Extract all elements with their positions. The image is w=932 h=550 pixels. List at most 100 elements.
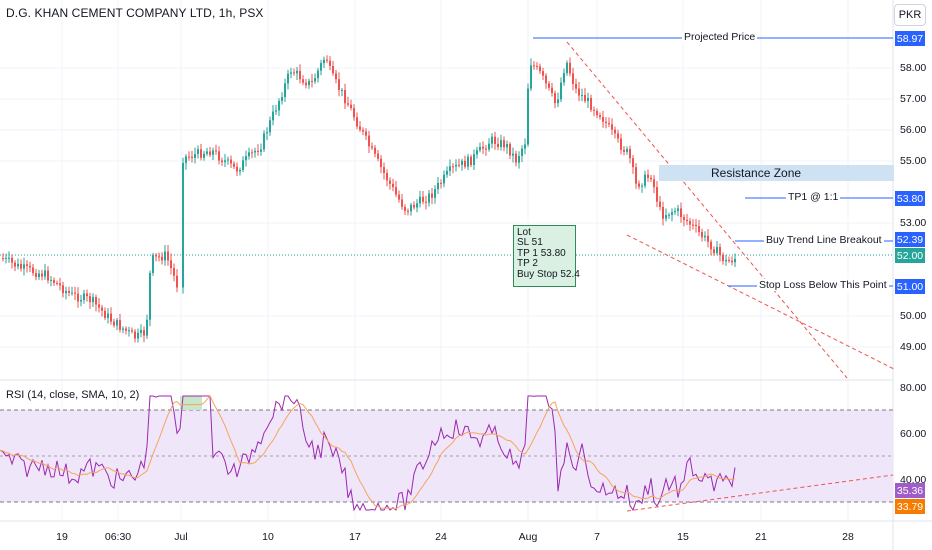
candle-body: [554, 92, 556, 104]
candle-body: [200, 149, 202, 158]
descending-trendline-lower: [626, 234, 897, 371]
projected-price-tag: 58.97: [895, 31, 925, 46]
candle-body: [137, 332, 139, 339]
candle-body: [98, 304, 100, 308]
candle-body: [269, 120, 271, 133]
candle-body: [167, 251, 169, 261]
candle-body: [521, 148, 523, 157]
candle-body: [731, 260, 733, 263]
rsi-axis-label: 60.00: [900, 428, 927, 440]
candle-body: [17, 263, 19, 267]
time-axis-label: 7: [594, 531, 600, 543]
candle-body: [578, 88, 580, 96]
candle-body: [587, 97, 589, 102]
candle-body: [398, 194, 400, 200]
candle-body: [194, 154, 196, 158]
candle-body: [467, 156, 469, 167]
candle-body: [485, 148, 487, 150]
candle-body: [32, 267, 34, 274]
candle-body: [272, 111, 274, 121]
candle-body: [461, 160, 463, 165]
tp1-price-tag: 53.80: [895, 191, 925, 206]
candle-body: [689, 221, 691, 225]
rsi-value-tag: 35.36: [895, 483, 925, 498]
candle-body: [425, 201, 427, 203]
candle-body: [452, 166, 454, 168]
candle-body: [662, 206, 664, 219]
candle-body: [41, 273, 43, 277]
candle-body: [536, 65, 538, 67]
candle-body: [74, 292, 76, 294]
position-info-box: Lot SL 51 TP 1 53.80 TP 2 Buy Stop 52.4: [513, 225, 580, 287]
time-axis-label: 17: [349, 531, 361, 543]
candle-body: [221, 160, 223, 163]
candle-body: [530, 65, 532, 89]
candle-body: [314, 78, 316, 82]
candle-body: [185, 156, 187, 163]
candle-body: [659, 201, 661, 207]
candle-body: [110, 313, 112, 322]
rsi-indicator-title[interactable]: RSI (14, close, SMA, 10, 2): [6, 389, 140, 401]
candle-body: [533, 65, 535, 67]
stop-loss-price-tag: 51.00: [895, 279, 925, 294]
candle-body: [491, 136, 493, 144]
candle-body: [359, 126, 361, 130]
candle-body: [323, 59, 325, 64]
candle-body: [494, 136, 496, 144]
candle-body: [35, 273, 37, 278]
candle-body: [464, 160, 466, 167]
candle-body: [446, 170, 448, 175]
candle-body: [134, 331, 136, 339]
buy-stop-line-text: Buy Stop 52.4: [517, 268, 580, 280]
time-axis-label: 21: [755, 531, 767, 543]
candle-body: [542, 71, 544, 76]
candle-body: [590, 97, 592, 110]
candle-body: [188, 156, 190, 158]
candle-body: [371, 146, 373, 148]
candle-body: [707, 235, 709, 242]
candle-body: [182, 162, 184, 288]
candle-body: [644, 174, 646, 186]
price-axis-label: 58.00: [900, 62, 927, 74]
candle-body: [455, 164, 457, 167]
candle-body: [515, 153, 517, 163]
candle-body: [722, 254, 724, 262]
candle-body: [119, 320, 121, 330]
stop-loss-label: Stop Loss Below This Point: [757, 279, 889, 291]
candle-body: [230, 159, 232, 164]
candle-body: [674, 211, 676, 213]
candle-body: [296, 70, 298, 74]
candle-body: [158, 256, 160, 258]
candle-body: [242, 160, 244, 171]
candle-body: [155, 255, 157, 257]
candle-body: [38, 273, 40, 278]
candle-body: [497, 143, 499, 148]
candle-body: [683, 217, 685, 220]
candle-body: [311, 80, 313, 82]
candle-body: [317, 70, 319, 79]
tp1-label: TP1 @ 1:1: [786, 191, 841, 203]
candle-body: [647, 174, 649, 178]
candle-body: [65, 290, 67, 294]
candle-body: [614, 129, 616, 134]
candle-body: [419, 196, 421, 204]
buy-breakout-label: Buy Trend Line Breakout: [764, 234, 884, 246]
currency-button[interactable]: PKR: [894, 4, 926, 26]
candle-body: [641, 185, 643, 187]
candle-body: [83, 293, 85, 300]
candle-body: [260, 149, 262, 152]
candle-body: [278, 100, 280, 111]
rsi-overbought-fill: [180, 396, 202, 410]
candle-body: [308, 80, 310, 86]
candle-body: [248, 152, 250, 157]
candle-body: [611, 124, 613, 130]
candle-body: [8, 257, 10, 259]
descending-trendline-upper: [566, 41, 848, 379]
candle-body: [380, 158, 382, 168]
candle-body: [653, 179, 655, 188]
candle-body: [608, 123, 610, 125]
candle-body: [215, 150, 217, 152]
candle-body: [224, 160, 226, 163]
candle-body: [5, 257, 7, 259]
